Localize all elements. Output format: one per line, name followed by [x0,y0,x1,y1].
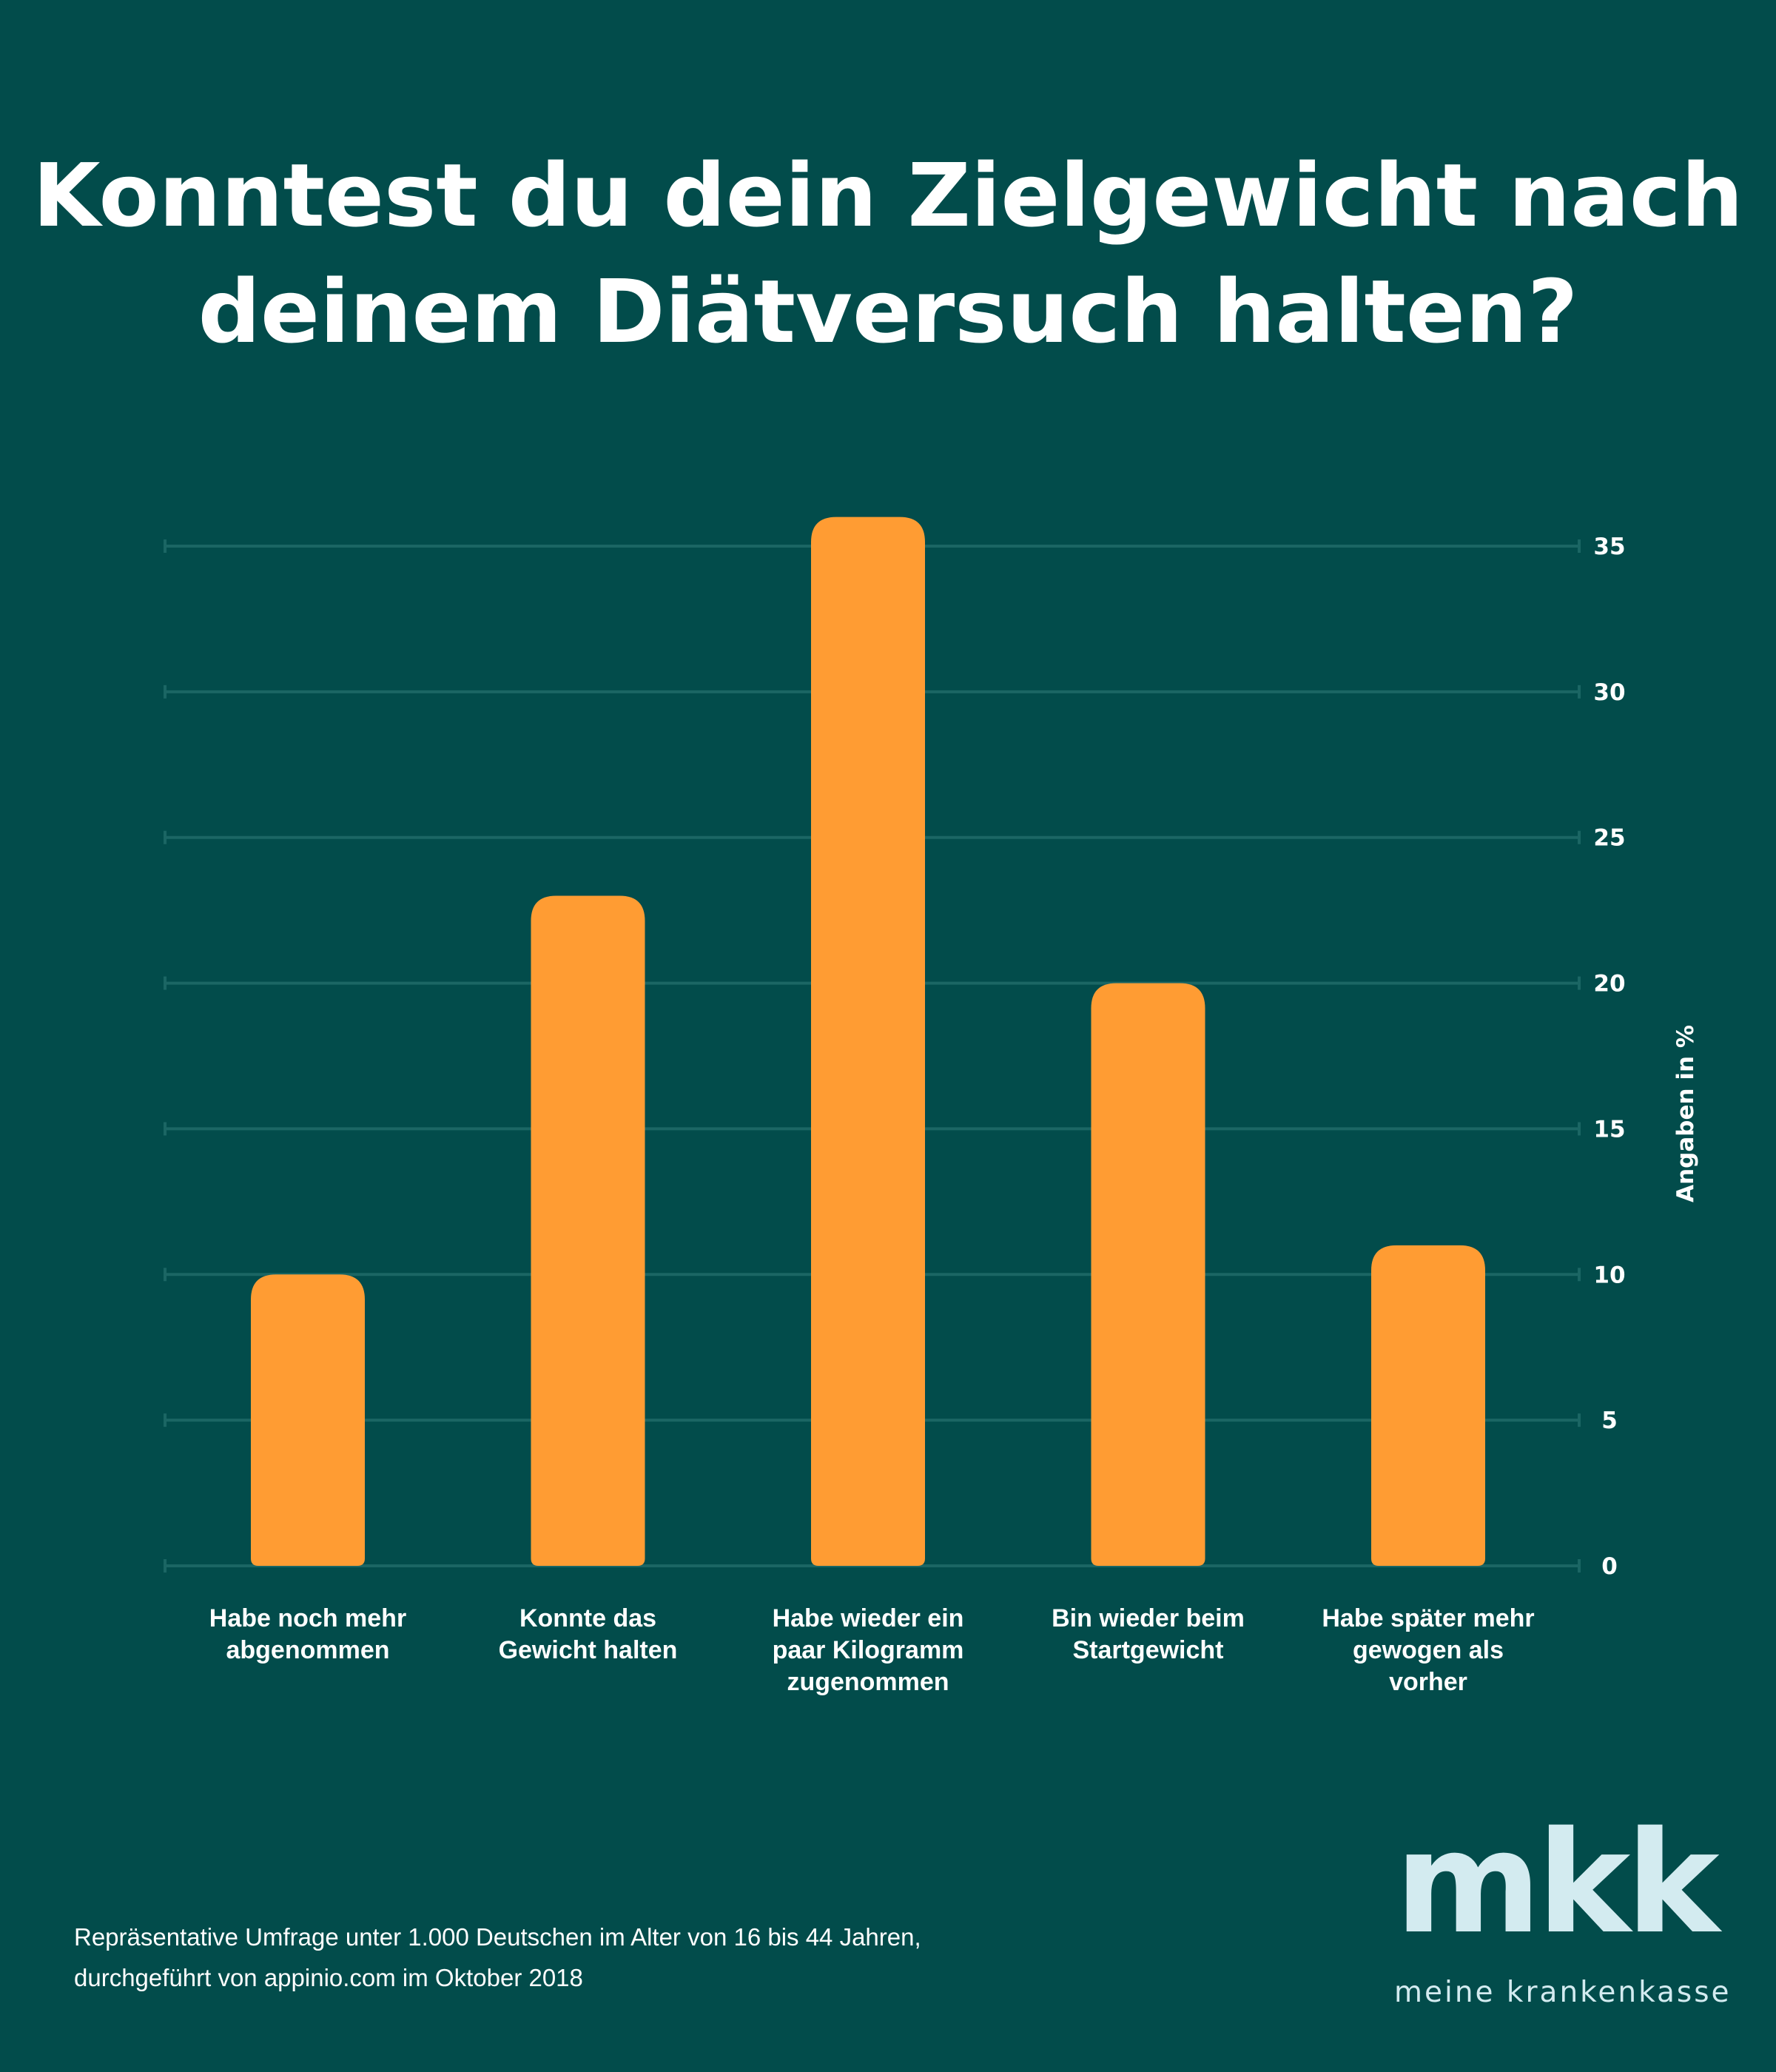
category-label: gewogen als [1353,1636,1504,1664]
category-label: Startgewicht [1072,1636,1223,1664]
category-label: Gewicht halten [499,1636,678,1664]
y-tick-label: 0 [1601,1553,1618,1580]
y-tick-label: 20 [1593,971,1625,998]
y-tick-label: 15 [1593,1116,1625,1143]
y-axis-label: Angaben in % [1672,1025,1699,1202]
bar [1091,983,1205,1566]
y-tick-label: 30 [1593,679,1625,706]
bar [811,517,925,1566]
category-labels: Habe noch mehr abgenommen Konnte das Gewich… [209,1604,1535,1696]
bar [251,1274,365,1566]
category-label: abgenommen [226,1636,389,1664]
y-tick-label: 35 [1593,534,1625,560]
logo-tagline: meine krankenkasse [1394,1976,1732,2009]
bar [531,895,645,1566]
category-label: paar Kilogramm [773,1636,964,1664]
footer-line-2: durchgeführt von appinio.com im Oktober … [74,1964,583,1991]
logo-mark: mkk [1395,1801,1722,1965]
category-label: vorher [1389,1668,1467,1696]
category-label: Konnte das [519,1604,656,1632]
y-tick-label: 10 [1593,1262,1625,1288]
bars [251,517,1485,1566]
category-label: Habe später mehr [1322,1604,1534,1632]
category-label: Habe noch mehr [209,1604,406,1632]
y-tick-label: 25 [1593,825,1625,852]
y-tick-label: 5 [1601,1407,1618,1434]
category-label: Habe wieder ein [773,1604,964,1632]
mkk-logo: mkk meine krankenkasse [1394,1801,1732,2009]
footer-line-1: Repräsentative Umfrage unter 1.000 Deuts… [74,1923,921,1951]
chart-title-line-2: deinem Diätversuch halten? [198,260,1578,363]
y-tick-labels: 0 5 10 15 20 25 30 35 [1593,534,1625,1580]
chart-title-line-1: Konntest du dein Zielgewicht nach [33,144,1743,246]
bar [1371,1245,1485,1566]
category-label: Bin wieder beim [1052,1604,1245,1632]
category-label: zugenommen [787,1668,949,1696]
